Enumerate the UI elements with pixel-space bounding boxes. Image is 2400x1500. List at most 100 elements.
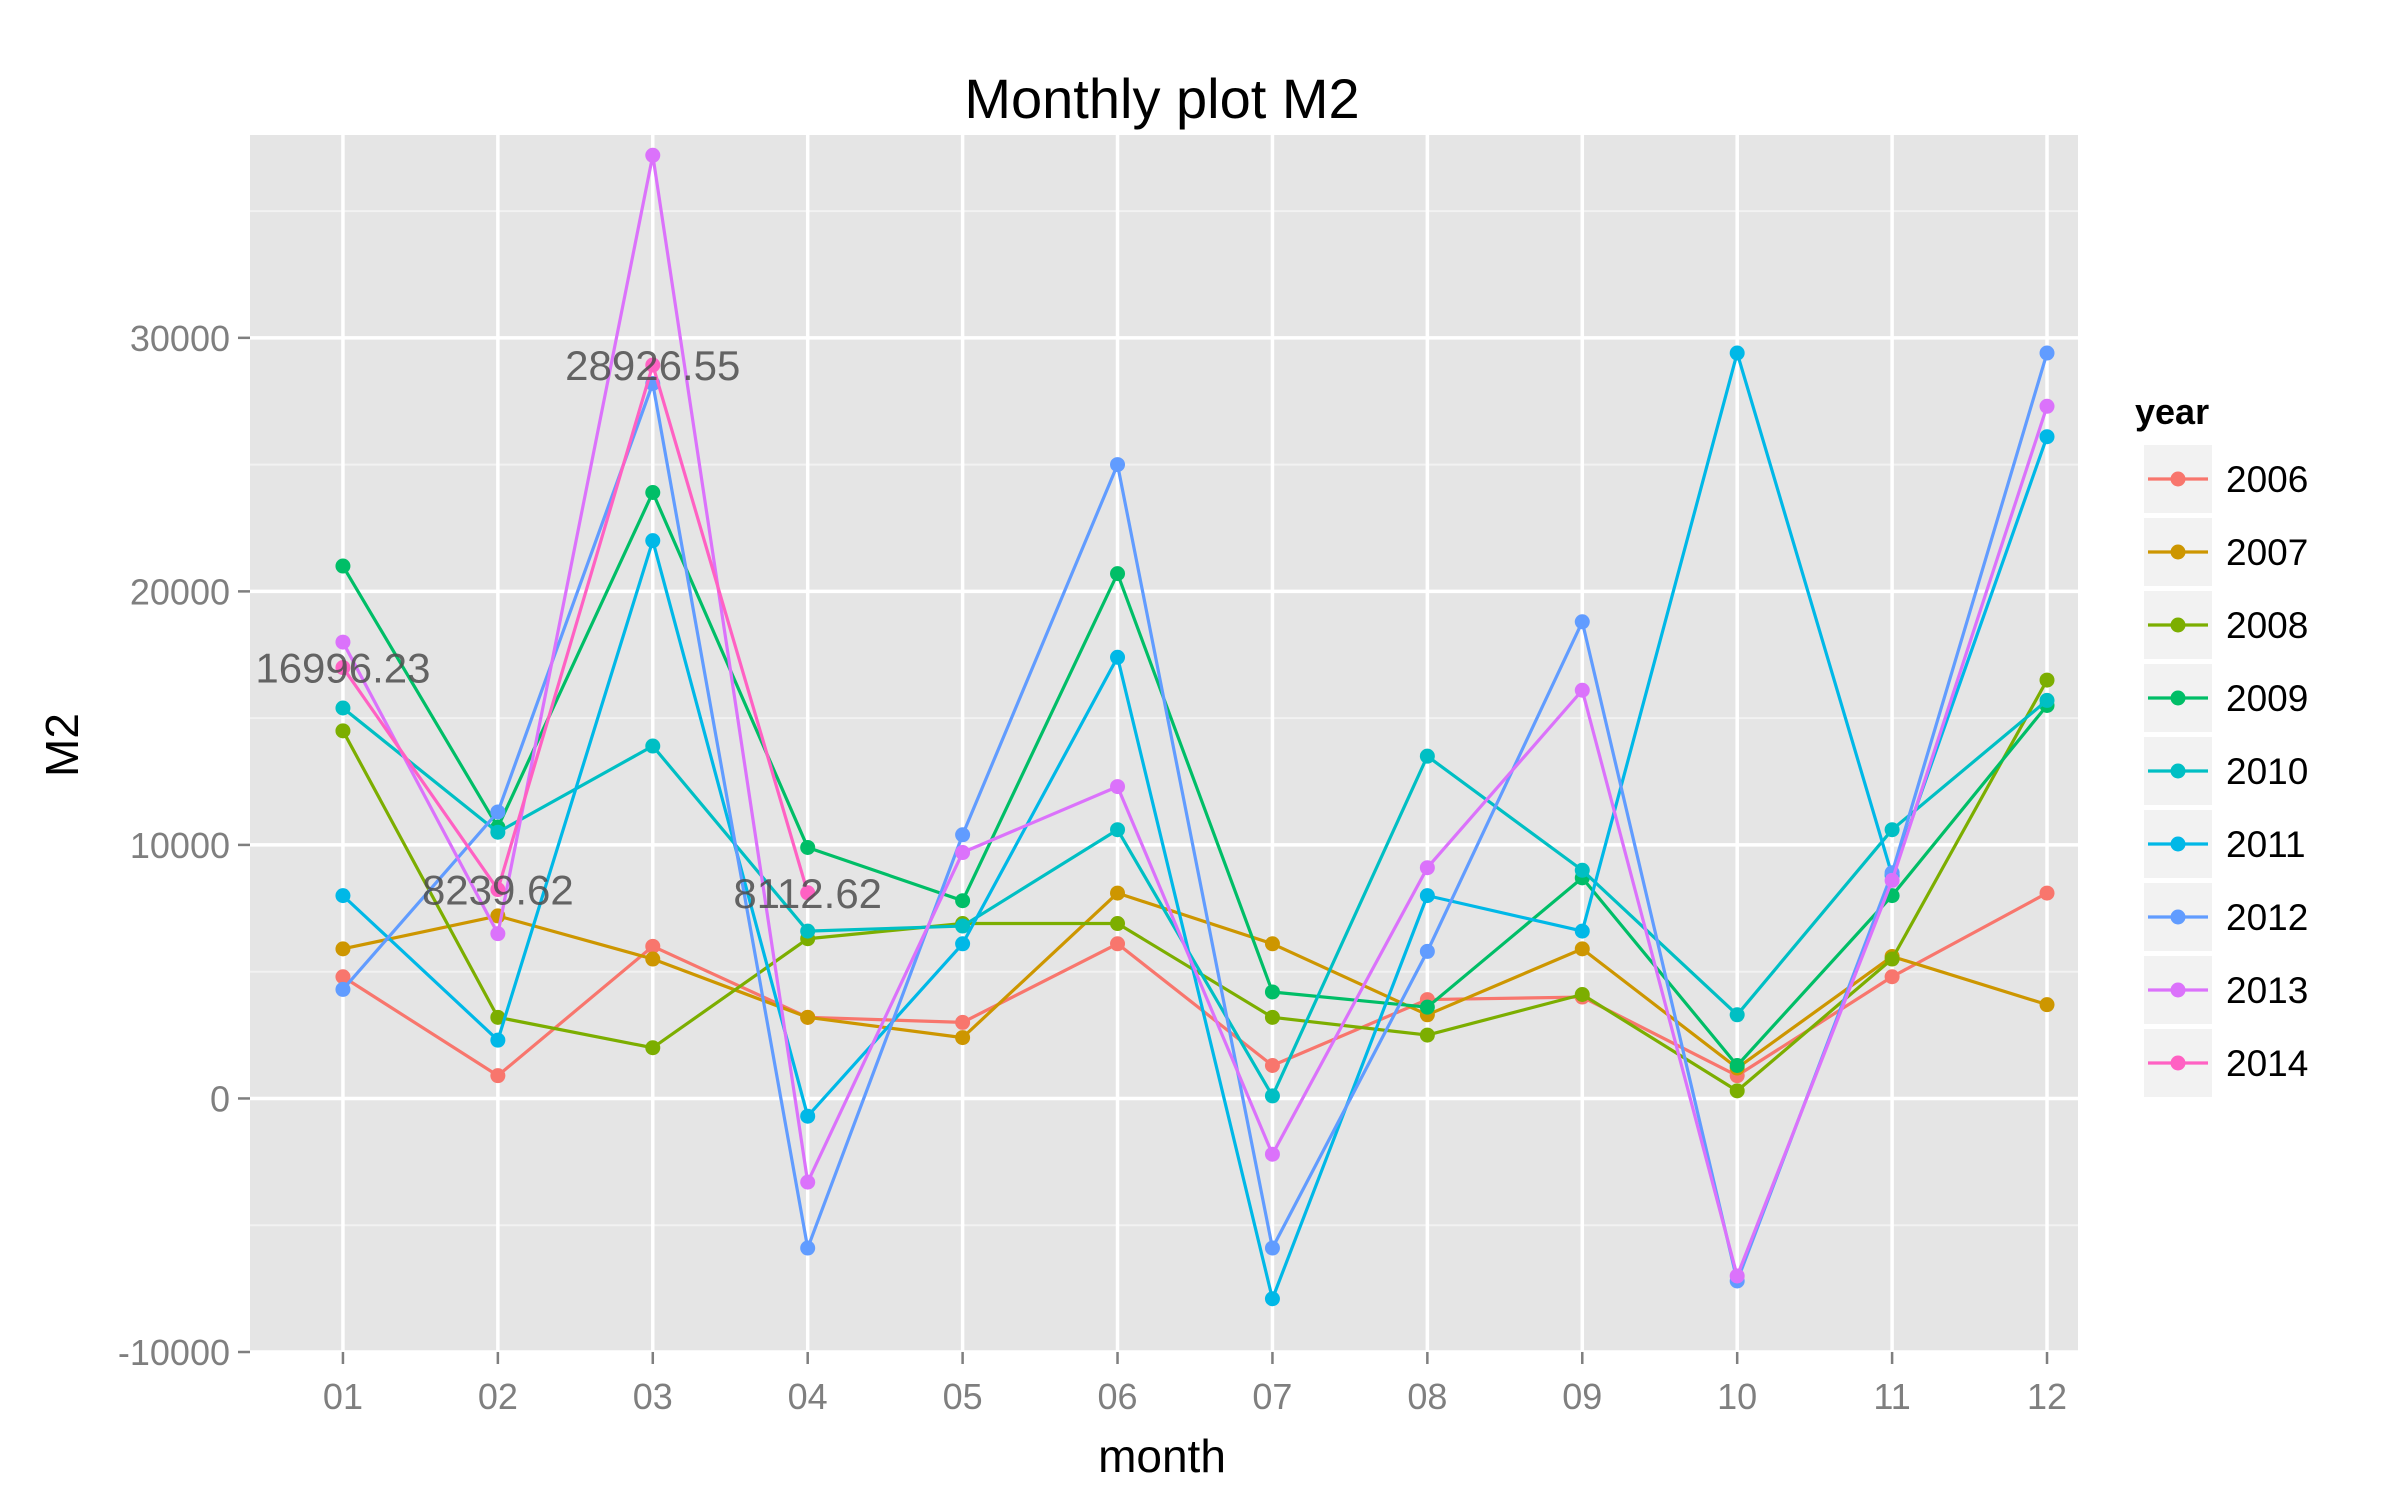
data-point-2012 xyxy=(955,827,971,843)
data-point-2011 xyxy=(335,888,351,904)
data-point-2009 xyxy=(645,484,661,500)
legend-label: 2014 xyxy=(2226,1043,2308,1084)
data-point-2014 xyxy=(645,357,661,373)
data-point-2006 xyxy=(1110,936,1126,952)
data-point-2006 xyxy=(335,969,351,985)
legend-title: year xyxy=(2135,391,2209,432)
x-axis-title: month xyxy=(1098,1430,1226,1482)
data-point-2013 xyxy=(1110,779,1126,795)
legend: year 2006 2007 2008 2009 2010 2011 2012 2013 201… xyxy=(2135,391,2308,1097)
data-point-2007 xyxy=(335,941,351,957)
y-tick-label: 10000 xyxy=(130,825,230,866)
data-point-2012 xyxy=(335,981,351,997)
series-2013 xyxy=(335,147,2055,1284)
series-2014 xyxy=(335,357,816,901)
y-axis-ticks: -10000 0 10000 20000 30000 xyxy=(118,318,250,1373)
data-point-2010 xyxy=(2039,692,2055,708)
data-point-2011 xyxy=(800,1108,816,1124)
data-point-2008 xyxy=(490,1009,506,1025)
annotation-layer: 16996.23 8239.62 28926.55 8112.62 xyxy=(255,342,882,917)
data-point-2010 xyxy=(1729,1007,1745,1023)
data-point-2013 xyxy=(645,147,661,163)
data-point-2010 xyxy=(490,824,506,840)
data-point-2006 xyxy=(2039,885,2055,901)
legend-key-point xyxy=(2170,982,2186,998)
data-point-2008 xyxy=(1574,987,1590,1003)
data-point-2008 xyxy=(2039,672,2055,688)
legend-key-point xyxy=(2170,1055,2186,1071)
legend-key-point xyxy=(2170,471,2186,487)
data-point-2009 xyxy=(1264,984,1280,1000)
data-point-2014 xyxy=(490,882,506,898)
data-point-2012 xyxy=(1419,943,1435,959)
data-point-2013 xyxy=(2039,398,2055,414)
legend-item-2007: 2007 xyxy=(2144,518,2308,586)
data-point-2011 xyxy=(955,936,971,952)
x-tick-label: 02 xyxy=(478,1376,518,1417)
data-point-2011 xyxy=(490,1032,506,1048)
series-layer xyxy=(335,147,2055,1307)
data-point-2014 xyxy=(800,885,816,901)
data-point-2008 xyxy=(1419,1027,1435,1043)
series-line-2006 xyxy=(342,891,2048,1078)
x-tick-label: 03 xyxy=(633,1376,673,1417)
legend-key-point xyxy=(2170,763,2186,779)
legend-key-point xyxy=(2170,836,2186,852)
data-point-2012 xyxy=(1574,614,1590,630)
x-tick-label: 01 xyxy=(323,1376,363,1417)
data-point-2006 xyxy=(1884,969,1900,985)
data-point-2010 xyxy=(1574,862,1590,878)
data-point-2009 xyxy=(955,893,971,909)
data-point-2010 xyxy=(955,918,971,934)
x-tick-label: 10 xyxy=(1717,1376,1757,1417)
legend-label: 2011 xyxy=(2226,824,2306,865)
legend-label: 2009 xyxy=(2226,678,2308,719)
legend-label: 2006 xyxy=(2226,459,2308,500)
data-point-2013 xyxy=(955,845,971,861)
x-tick-label: 08 xyxy=(1407,1376,1447,1417)
data-point-2010 xyxy=(1884,822,1900,838)
data-point-2006 xyxy=(645,938,661,954)
data-point-2013 xyxy=(1574,682,1590,698)
data-point-2010 xyxy=(1264,1088,1280,1104)
legend-label: 2013 xyxy=(2226,970,2308,1011)
major-gridlines xyxy=(250,135,2078,1354)
x-tick-label: 12 xyxy=(2027,1376,2067,1417)
data-point-2007 xyxy=(645,951,661,967)
data-point-2012 xyxy=(490,804,506,820)
x-tick-label: 11 xyxy=(1873,1376,1910,1417)
x-tick-label: 06 xyxy=(1098,1376,1138,1417)
data-point-2012 xyxy=(1110,457,1126,473)
value-annotation: 8112.62 xyxy=(733,870,882,917)
data-point-2011 xyxy=(1264,1291,1280,1307)
data-point-2010 xyxy=(645,738,661,754)
data-point-2011 xyxy=(645,533,661,549)
x-tick-label: 07 xyxy=(1252,1376,1292,1417)
data-point-2008 xyxy=(1264,1009,1280,1025)
data-point-2009 xyxy=(1729,1057,1745,1073)
data-point-2006 xyxy=(955,1014,971,1030)
legend-item-2012: 2012 xyxy=(2144,883,2308,951)
x-tick-label: 04 xyxy=(788,1376,828,1417)
data-point-2007 xyxy=(955,1030,971,1046)
data-point-2006 xyxy=(490,1068,506,1084)
data-point-2009 xyxy=(1110,566,1126,582)
data-point-2011 xyxy=(1729,345,1745,361)
legend-item-2010: 2010 xyxy=(2144,737,2308,805)
data-point-2010 xyxy=(1110,822,1126,838)
data-point-2011 xyxy=(1110,649,1126,665)
data-point-2013 xyxy=(1419,860,1435,876)
legend-item-2011: 2011 xyxy=(2144,810,2306,878)
legend-item-2013: 2013 xyxy=(2144,956,2308,1024)
data-point-2008 xyxy=(1110,916,1126,932)
series-line-2014 xyxy=(341,363,810,894)
data-point-2009 xyxy=(1419,999,1435,1015)
value-annotation: 28926.55 xyxy=(565,342,740,389)
legend-label: 2007 xyxy=(2226,532,2308,573)
series-line-2009 xyxy=(341,490,2049,1068)
x-tick-label: 05 xyxy=(943,1376,983,1417)
legend-label: 2012 xyxy=(2226,897,2308,938)
legend-key-point xyxy=(2170,544,2186,560)
